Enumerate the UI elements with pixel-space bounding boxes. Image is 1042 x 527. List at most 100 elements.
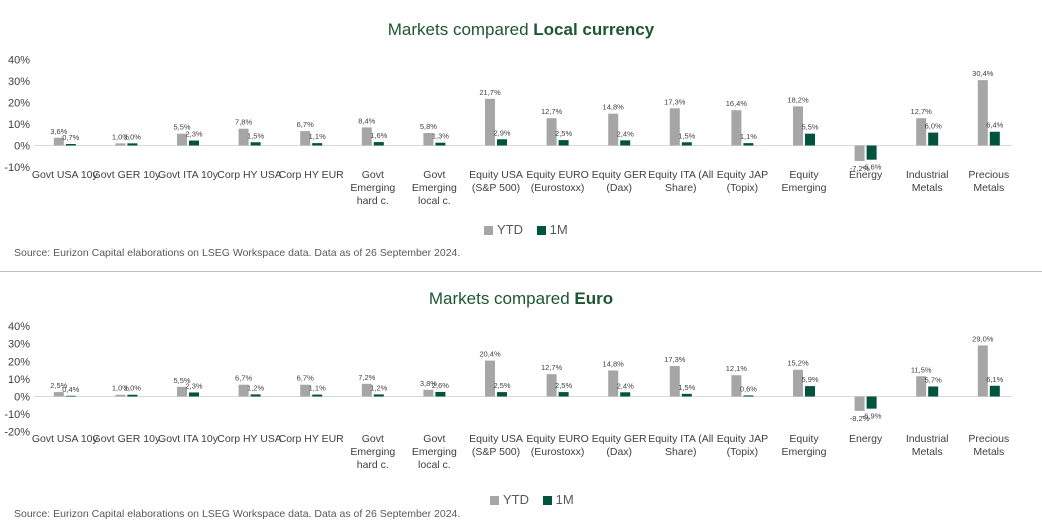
chart-euro: 40% 30% 20% 10% 0% -10% -20% 2,5% 0,4% Govt USA 1… [0, 272, 1042, 527]
source-note: Source: Eurizon Capital elaborations on … [14, 247, 461, 259]
bar-1m [743, 143, 754, 146]
bar-ytd [916, 376, 927, 397]
data-label-ytd: 29,0% [972, 334, 994, 343]
data-label-ytd: 12,7% [541, 363, 563, 372]
data-label-1m: 2,4% [617, 129, 634, 138]
bar-1m [989, 131, 1000, 146]
data-label-ytd: -8,2% [850, 414, 870, 423]
bar-ytd [793, 106, 803, 146]
legend-label-1m: 1M [549, 222, 568, 237]
data-label-ytd: 6,7% [235, 374, 252, 383]
data-label-1m: 1,2% [247, 383, 264, 392]
chart-title: Markets compared Euro [428, 289, 614, 308]
legend-label-ytd: YTD [497, 222, 523, 237]
bar-ytd [177, 133, 187, 146]
data-label-1m: 1,1% [309, 132, 326, 141]
data-label-1m: 1,1% [309, 384, 326, 393]
y-tick-label: -10% [4, 162, 30, 174]
data-label-ytd: 8,4% [358, 116, 375, 125]
bar-ytd [669, 366, 680, 397]
bar-1m [127, 143, 138, 146]
category-label: Govt Emerging hard c. [350, 433, 395, 471]
data-label-1m: 1,5% [678, 383, 695, 392]
category-label: Equity JAP (Topix) [717, 433, 768, 458]
bar-1m [189, 392, 199, 397]
bar-1m [989, 385, 1000, 397]
y-tick-label: 30% [8, 339, 30, 351]
bar-1m [435, 391, 446, 397]
bar-1m [805, 133, 815, 146]
data-label-ytd: 3,8% [420, 379, 437, 388]
category-label: Govt USA 10y [32, 169, 99, 181]
bar-1m [558, 392, 569, 397]
y-tick-label: -20% [4, 427, 30, 439]
category-label: Industrial Metals [906, 169, 949, 194]
y-tick-label: 20% [8, 98, 30, 110]
bar-ytd [854, 396, 865, 411]
category-label: Govt Emerging hard c. [350, 169, 395, 207]
bar-ytd [177, 386, 187, 397]
category-label: Energy [849, 433, 883, 445]
data-label-ytd: 3,6% [50, 127, 67, 136]
data-label-1m: 6,1% [986, 375, 1003, 384]
legend-swatch-ytd [490, 496, 499, 505]
data-label-1m: 5,7% [925, 375, 942, 384]
category-label: Equity ITA (All Share) [648, 169, 713, 194]
category-label: Industrial Metals [906, 433, 949, 458]
data-label-ytd: 12,7% [541, 107, 563, 116]
bar-ytd [485, 98, 495, 146]
bar-ytd [793, 369, 803, 397]
legend-item-1m: 1M [542, 492, 574, 507]
bar-1m [65, 143, 76, 146]
bar-ytd [115, 143, 126, 146]
bar-1m [65, 395, 76, 397]
panel-divider [0, 271, 1042, 272]
y-tick-label: -10% [4, 409, 30, 421]
bar-1m [743, 395, 754, 397]
bar-ytd [546, 374, 557, 397]
data-label-1m: 2,5% [493, 381, 510, 390]
bar-ytd [361, 127, 372, 146]
category-label: Govt ITA 10y [158, 433, 219, 445]
data-label-ytd: 15,2% [787, 359, 809, 368]
legend-swatch-ytd [484, 226, 493, 235]
data-label-ytd: 7,2% [358, 373, 375, 382]
data-label-1m: 2,3% [185, 130, 202, 139]
category-label: Corp HY USA [217, 169, 282, 181]
data-label-1m: 2,6% [432, 381, 449, 390]
bar-ytd [546, 118, 557, 146]
category-label: Equity ITA (All Share) [648, 433, 713, 458]
chart-title: Markets compared Local currency [387, 20, 655, 39]
legend-swatch-1m [536, 226, 546, 235]
category-label: Precious Metals [968, 433, 1009, 458]
data-label-ytd: 30,4% [972, 69, 994, 78]
data-label-1m: 5,5% [801, 123, 818, 132]
bar-1m [312, 143, 323, 146]
category-label: Govt Emerging local c. [412, 169, 457, 207]
data-label-ytd: 11,5% [911, 365, 932, 374]
data-label-ytd: 5,5% [173, 123, 190, 132]
chart-euro-plot: 40%30%20%10%0%-10%-20%2,5%0,4%Govt USA 1… [4, 321, 1012, 471]
data-label-ytd: 21,7% [479, 88, 501, 97]
y-tick-label: 0% [14, 141, 30, 153]
data-label-ytd: 20,4% [479, 350, 501, 359]
category-label: Govt ITA 10y [158, 169, 219, 181]
data-label-1m: 2,5% [555, 129, 572, 138]
bar-ytd [115, 394, 126, 397]
bar-ytd [238, 128, 249, 146]
data-label-1m: 2,5% [555, 381, 572, 390]
data-label-ytd: 6,7% [297, 120, 314, 129]
data-label-ytd: 17,3% [664, 355, 686, 364]
data-label-1m: 1,2% [370, 383, 387, 392]
data-label-1m: 1,0% [124, 132, 141, 141]
category-label: Corp HY EUR [279, 433, 345, 445]
bar-1m [250, 394, 261, 397]
data-label-ytd: 17,3% [664, 97, 686, 106]
bar-1m [373, 394, 384, 397]
bar-ytd [731, 375, 742, 397]
bar-ytd [977, 80, 988, 146]
data-label-ytd: 6,7% [297, 374, 314, 383]
category-label: Govt GER 10y [93, 169, 161, 181]
category-label: Govt Emerging local c. [412, 433, 457, 471]
legend-item-ytd: YTD [490, 492, 529, 507]
